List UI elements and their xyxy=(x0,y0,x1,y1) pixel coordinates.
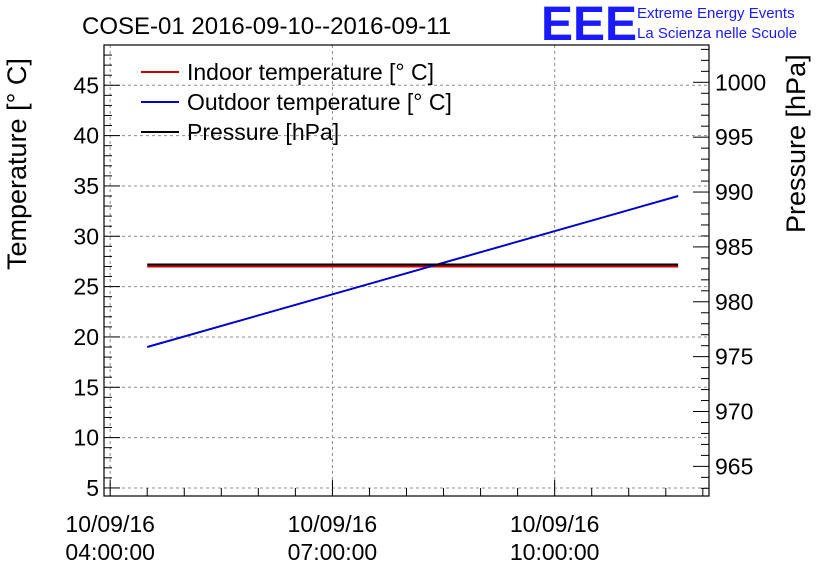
y2-tick-label: 970 xyxy=(715,399,753,425)
series-layer xyxy=(146,195,679,348)
axis-ticks: 5 10 15 20 25 30 35 40 45 965 970 975 980 985 990 995 10… xyxy=(65,44,766,565)
legend-label: Outdoor temperature [° C] xyxy=(187,89,452,115)
y-tick-label: 25 xyxy=(73,274,99,300)
y2-tick-label: 1000 xyxy=(715,69,766,95)
y2-tick-label: 990 xyxy=(715,179,753,205)
y2-tick-label: 980 xyxy=(715,289,753,315)
grid xyxy=(104,45,709,496)
eee-logo-caption-2: La Scienza nelle Scuole xyxy=(637,25,797,42)
plot-frame xyxy=(103,44,710,497)
y2-tick-label: 965 xyxy=(715,453,753,479)
legend-label: Pressure [hPa] xyxy=(187,119,339,145)
x-tick-label-date: 10/09/16 xyxy=(65,511,155,537)
x-tick-label-date: 10/09/16 xyxy=(510,511,600,537)
y2-tick-label: 975 xyxy=(715,344,753,370)
y-tick-label: 30 xyxy=(73,223,99,249)
x-tick-label-time: 10:00:00 xyxy=(510,539,600,565)
y-tick-label: 15 xyxy=(73,374,99,400)
eee-logo: EEE Extreme Energy Events La Scienza nel… xyxy=(541,0,797,51)
x-tick-label-time: 07:00:00 xyxy=(288,539,378,565)
legend-label: Indoor temperature [° C] xyxy=(187,59,434,85)
x-tick-label-time: 04:00:00 xyxy=(65,539,155,565)
y-tick-label: 45 xyxy=(73,72,99,98)
y-tick-label: 5 xyxy=(86,475,99,501)
y-tick-label: 40 xyxy=(73,123,99,149)
y-tick-label: 20 xyxy=(73,324,99,350)
y-tick-label: 10 xyxy=(73,425,99,451)
y2-tick-label: 995 xyxy=(715,124,753,150)
y-axis-title: Temperature [° C] xyxy=(2,58,32,270)
y2-tick-label: 985 xyxy=(715,234,753,260)
eee-logo-mark: EEE xyxy=(541,0,637,51)
legend: Indoor temperature [° C] Outdoor temperat… xyxy=(141,59,452,145)
y-tick-label: 35 xyxy=(73,173,99,199)
eee-logo-caption-1: Extreme Energy Events xyxy=(637,5,795,22)
chart-title: COSE-01 2016-09-10--2016-09-11 xyxy=(82,13,451,40)
y2-axis-title: Pressure [hPa] xyxy=(781,54,811,233)
series-line-2 xyxy=(146,195,679,348)
x-tick-label-date: 10/09/16 xyxy=(288,511,378,537)
